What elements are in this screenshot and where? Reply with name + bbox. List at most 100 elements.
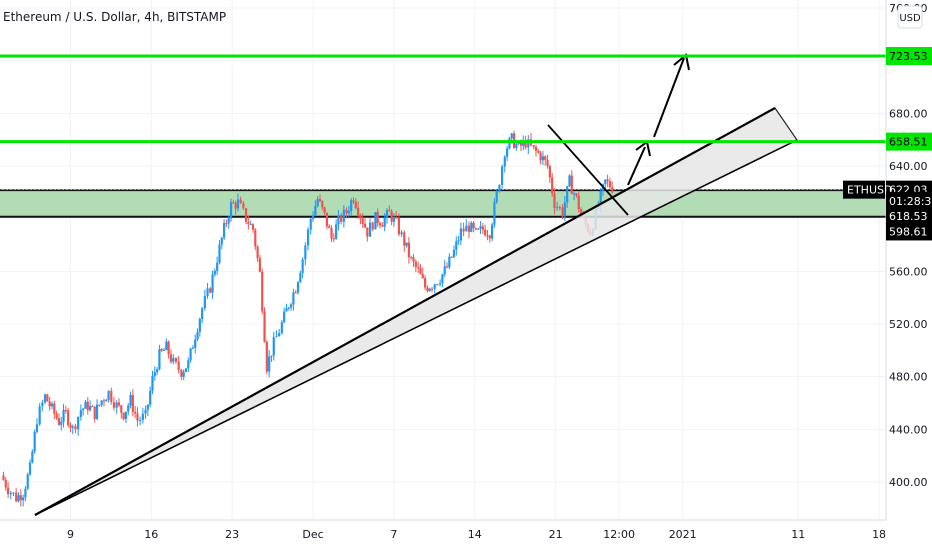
- candle-body: [149, 390, 152, 405]
- candle-body: [244, 208, 248, 223]
- candles: [2, 130, 614, 507]
- price-marker-symbol: ETHUSD: [847, 184, 892, 197]
- candle-body: [452, 249, 456, 258]
- price-marker-value: 598.61: [889, 225, 928, 238]
- candle-body: [570, 175, 573, 194]
- candle-body: [249, 224, 252, 226]
- candle-body: [403, 232, 406, 246]
- price-marker-box: [886, 222, 932, 241]
- candle-body: [328, 226, 331, 228]
- candle-body: [167, 341, 170, 355]
- candle-body: [395, 217, 398, 219]
- candle-body: [17, 495, 20, 502]
- price-markers: 723.53658.51622.03ETHUSD01:28:32618.5359…: [843, 47, 932, 241]
- candle-body: [445, 266, 449, 268]
- trend-line-upper: [34, 107, 776, 516]
- candle-body: [556, 207, 559, 209]
- candle-body: [242, 203, 245, 209]
- candle-body: [184, 368, 188, 373]
- candle-body: [462, 228, 465, 232]
- candle-body: [187, 360, 190, 369]
- candle-body: [261, 271, 264, 312]
- candle-body: [457, 240, 460, 242]
- level-label-box: [886, 47, 932, 66]
- candle-body: [383, 217, 386, 227]
- candle-body: [381, 225, 384, 227]
- candle-body: [599, 191, 602, 206]
- candle-body: [160, 349, 163, 351]
- candle-body: [139, 419, 142, 421]
- candle-body: [436, 284, 439, 286]
- currency-button[interactable]: USD: [897, 5, 923, 29]
- candle-body: [314, 206, 317, 216]
- candle-body: [309, 219, 312, 230]
- candle-body: [544, 156, 547, 160]
- candle-body: [129, 395, 132, 406]
- candle-body: [495, 191, 498, 202]
- grid-lines: [0, 0, 886, 520]
- candle-body: [414, 261, 417, 268]
- candle-body: [421, 274, 424, 279]
- candle-body: [481, 226, 484, 230]
- candle-body: [62, 409, 65, 422]
- candle-body: [558, 207, 561, 209]
- candle-body: [12, 492, 15, 494]
- candle-body: [110, 390, 113, 403]
- candle-body: [67, 410, 70, 426]
- x-tick-label: 11: [791, 528, 805, 541]
- candle-body: [22, 497, 25, 501]
- candle-body: [2, 475, 5, 480]
- x-tick-label: 2021: [669, 528, 697, 541]
- candle-body: [604, 179, 607, 185]
- arrow-2-shaft: [653, 57, 685, 138]
- candle-body: [332, 238, 335, 240]
- candle-body: [136, 413, 139, 421]
- x-tick-label: 14: [468, 528, 482, 541]
- candle-body: [368, 222, 372, 237]
- candle-body: [548, 165, 551, 178]
- candle-body: [191, 347, 195, 349]
- candle-body: [477, 228, 480, 230]
- candle-body: [397, 217, 401, 235]
- candle-body: [506, 148, 509, 157]
- candle-body: [534, 146, 538, 151]
- plot-background: [0, 0, 886, 520]
- candle-body: [472, 222, 475, 229]
- candle-body: [294, 292, 297, 294]
- price-marker-value: 01:28:32: [889, 195, 932, 208]
- candle-body: [417, 267, 420, 269]
- candle-body: [441, 274, 444, 284]
- trend-line-lower: [34, 139, 798, 516]
- candle-body: [568, 175, 571, 187]
- y-tick-label: 480.00: [889, 371, 928, 384]
- candle-body: [194, 339, 197, 348]
- candle-body: [48, 401, 51, 407]
- candle-body: [323, 207, 326, 213]
- currency-button-frame: [897, 5, 923, 29]
- candle-body: [493, 201, 496, 225]
- level-label-box: [886, 132, 932, 151]
- x-tick-label: 12:00: [603, 528, 635, 541]
- candle-body: [146, 404, 149, 410]
- candle-body: [392, 217, 396, 222]
- candle-body: [275, 336, 278, 338]
- candle-body: [566, 186, 569, 203]
- candle-body: [378, 223, 382, 226]
- candle-body: [450, 256, 453, 258]
- price-axis[interactable]: 760.00720.00680.00640.00600.00560.00520.…: [889, 2, 928, 489]
- time-axis[interactable]: 9 16 23 Dec 7 14 21 12:00 2021 11 18: [67, 528, 886, 541]
- candle-body: [439, 283, 442, 285]
- candle-body: [577, 195, 580, 210]
- candle-body: [311, 215, 315, 220]
- candle-body: [201, 308, 204, 320]
- price-marker-value: 618.53: [889, 210, 928, 223]
- candle-body: [31, 451, 34, 463]
- candle-body: [127, 405, 130, 412]
- candle-body: [385, 210, 389, 218]
- candle-body: [272, 337, 275, 356]
- candle-body: [470, 222, 473, 232]
- candle-body: [46, 394, 49, 402]
- candle-body: [218, 244, 221, 263]
- candle-body: [539, 152, 542, 161]
